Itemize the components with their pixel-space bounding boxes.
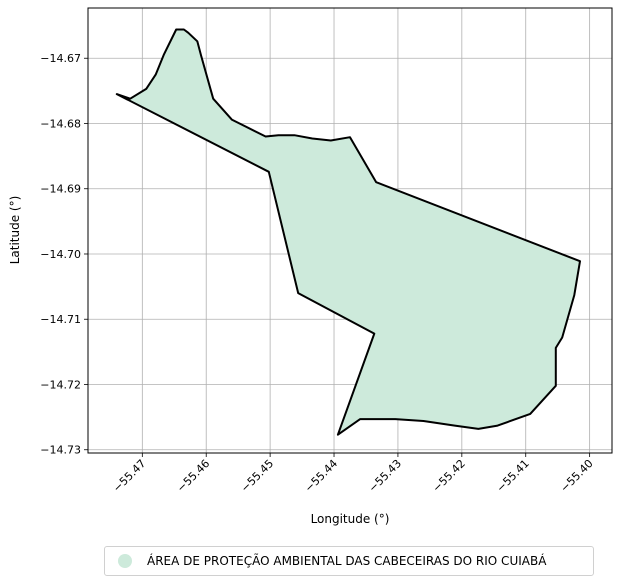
y-tick-label: −14.73 (40, 444, 81, 457)
plot-frame (87, 7, 613, 454)
y-tick-label: −14.69 (40, 183, 81, 196)
y-tick-label: −14.70 (40, 248, 81, 261)
legend: ÁREA DE PROTEÇÃO AMBIENTAL DAS CABECEIRA… (104, 546, 594, 576)
legend-swatch-icon (118, 554, 132, 568)
x-axis-ticks: −55.47 −55.46 −55.45 −55.44 −55.43 −55.42 −55.… (110, 453, 596, 495)
x-tick-label: −55.40 (558, 457, 596, 495)
y-tick-label: −14.72 (40, 378, 81, 391)
y-axis-label: Latitude (°) (8, 196, 22, 265)
protected-area-polygon (115, 28, 581, 436)
x-axis-label: Longitude (°) (311, 512, 390, 526)
area-polygon-layer (115, 28, 581, 436)
x-tick-label: −55.42 (430, 457, 468, 495)
legend-label: ÁREA DE PROTEÇÃO AMBIENTAL DAS CABECEIRA… (147, 554, 547, 568)
x-tick-label: −55.43 (366, 457, 404, 495)
x-tick-label: −55.46 (174, 457, 212, 495)
y-tick-label: −14.67 (40, 52, 81, 65)
x-tick-label: −55.45 (238, 457, 276, 495)
y-axis-ticks: −14.67 −14.68 −14.69 −14.70 −14.71 −14.72 −14.… (40, 52, 88, 457)
x-tick-label: −55.47 (110, 457, 148, 495)
x-tick-label: −55.41 (494, 457, 532, 495)
x-tick-label: −55.44 (302, 457, 340, 495)
map-plot: −55.47 −55.46 −55.45 −55.44 −55.43 −55.42 −55.… (8, 7, 613, 526)
y-tick-label: −14.71 (40, 313, 81, 326)
y-tick-label: −14.68 (40, 117, 81, 130)
